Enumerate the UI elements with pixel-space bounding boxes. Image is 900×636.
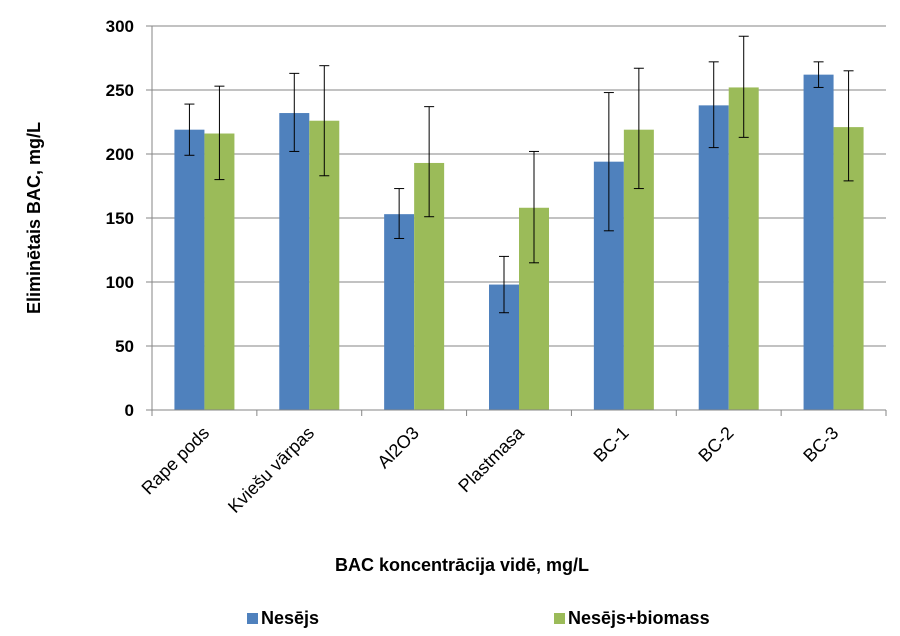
y-tick-label-4: 200 bbox=[106, 145, 134, 164]
x-tick-label-4: BC-1 bbox=[590, 423, 633, 466]
bar-series-1-5 bbox=[728, 87, 759, 410]
x-tick-label-0: Rape pods bbox=[138, 423, 214, 499]
legend-label-series-1: Nesējs+biomass bbox=[568, 608, 710, 628]
y-tick-label-6: 300 bbox=[106, 17, 134, 36]
y-tick-label-5: 250 bbox=[106, 81, 134, 100]
bar-series-0-6 bbox=[803, 74, 834, 410]
bar-series-0-5 bbox=[698, 105, 729, 411]
legend-swatch-series-0 bbox=[247, 613, 258, 624]
axes bbox=[146, 25, 887, 416]
x-tick-label-1: Kviešu vārpas bbox=[224, 423, 318, 517]
x-tick-labels: Rape pods Kviešu vārpas Al2O3 Plastmasa BC-1… bbox=[138, 422, 843, 517]
y-tick-labels: 0 50 100 150 200 250 300 bbox=[106, 17, 134, 420]
x-tick-label-2: Al2O3 bbox=[373, 423, 423, 473]
bars bbox=[174, 74, 864, 411]
x-tick-label-5: BC-2 bbox=[694, 423, 737, 466]
y-axis-title: Eliminētais BAC, mg/L bbox=[24, 122, 44, 314]
y-tick-label-1: 50 bbox=[115, 337, 134, 356]
legend-label-series-0: Nesējs bbox=[261, 608, 319, 628]
error-bars bbox=[184, 35, 854, 314]
x-tick-label-3: Plastmasa bbox=[454, 422, 528, 496]
x-tick-label-6: BC-3 bbox=[799, 423, 842, 466]
y-tick-label-0: 0 bbox=[125, 401, 134, 420]
y-tick-label-3: 150 bbox=[106, 209, 134, 228]
bar-series-0-1 bbox=[279, 113, 310, 410]
bar-series-0-0 bbox=[174, 129, 205, 410]
legend-swatch-series-1 bbox=[554, 613, 565, 624]
y-tick-label-2: 100 bbox=[106, 273, 134, 292]
legend: Nesējs Nesējs+biomass bbox=[247, 608, 710, 628]
x-axis-title: BAC koncentrācija vidē, mg/L bbox=[335, 555, 589, 575]
bar-series-0-2 bbox=[384, 214, 415, 410]
